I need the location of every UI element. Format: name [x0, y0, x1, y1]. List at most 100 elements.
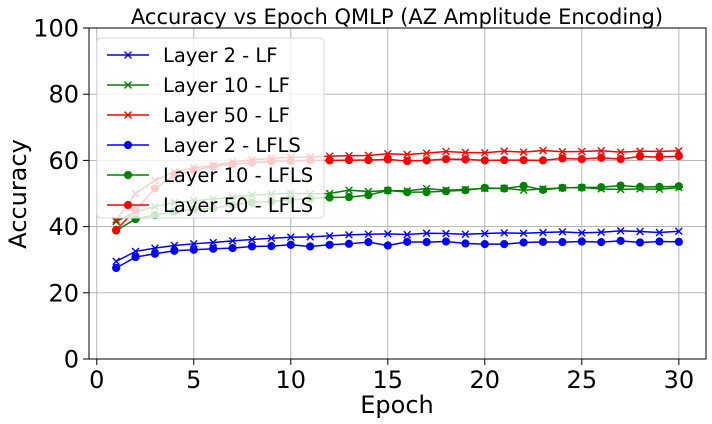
data-point-layer-2-lfls — [364, 238, 373, 247]
x-tick-label: 5 — [186, 366, 201, 394]
data-point-layer-2-lf — [674, 227, 683, 236]
data-point-layer-2-lfls — [577, 237, 586, 246]
data-point-layer-50-lfls — [519, 155, 528, 165]
data-point-layer-2-lfls — [209, 244, 218, 253]
data-point-layer-50-lf — [539, 146, 547, 155]
legend-swatch-marker — [124, 81, 132, 89]
legend-box — [96, 37, 325, 219]
data-point-layer-2-lf — [558, 228, 567, 236]
data-point-layer-2-lf — [364, 230, 373, 239]
data-point-layer-2-lf — [519, 229, 528, 238]
data-point-layer-2-lfls — [267, 242, 276, 251]
legend-swatch-marker — [123, 200, 133, 210]
data-point-layer-10-lf — [345, 186, 353, 195]
data-point-layer-50-lfls — [403, 156, 412, 166]
data-point-layer-50-lf — [461, 148, 470, 157]
data-point-layer-2-lfls — [344, 239, 354, 248]
data-point-layer-2-lfls — [519, 238, 528, 247]
chart-title: Accuracy vs Epoch QMLP (AZ Amplitude Enc… — [131, 5, 663, 29]
data-point-layer-50-lfls — [480, 156, 489, 165]
x-tick-label: 25 — [567, 366, 598, 394]
data-point-layer-10-lfls — [597, 183, 606, 192]
data-point-layer-10-lfls — [344, 193, 354, 202]
data-point-layer-2-lf — [345, 230, 353, 239]
y-tick-label: 40 — [48, 213, 79, 241]
legend-item-layer-10-lfls: Layer 10 - LFLS — [107, 164, 313, 187]
data-point-layer-2-lf — [539, 228, 547, 237]
legend: Layer 2 - LF Layer 10 - LF Layer 50 - LF La… — [96, 37, 325, 219]
x-tick-label: 15 — [373, 366, 404, 394]
data-point-layer-10-lfls — [422, 188, 431, 197]
data-point-layer-50-lf — [500, 147, 509, 156]
data-point-layer-50-lfls — [461, 155, 470, 164]
data-point-layer-50-lfls — [577, 154, 586, 164]
data-point-layer-50-lfls — [635, 152, 645, 161]
data-point-layer-50-lfls — [655, 152, 664, 162]
data-point-layer-2-lfls — [383, 241, 392, 250]
data-point-layer-10-lfls — [538, 185, 548, 194]
series-layer-2-lf — [112, 227, 683, 266]
data-point-layer-50-lf — [616, 148, 625, 157]
data-point-layer-2-lf — [597, 228, 606, 237]
data-point-layer-50-lfls — [364, 155, 373, 165]
x-tick-label: 20 — [470, 366, 501, 394]
data-point-layer-2-lfls — [616, 236, 625, 245]
data-point-layer-2-lfls — [635, 238, 645, 247]
data-point-layer-50-lfls — [597, 153, 606, 162]
data-point-layer-2-lfls — [228, 244, 237, 253]
data-point-layer-2-lf — [306, 232, 315, 241]
data-point-layer-50-lf — [558, 147, 567, 156]
data-point-layer-2-lfls — [422, 238, 431, 247]
data-point-layer-10-lfls — [364, 191, 373, 200]
data-point-layer-2-lf — [616, 227, 625, 235]
legend-label: Layer 2 - LFLS — [163, 134, 301, 157]
y-tick-label: 0 — [64, 346, 79, 374]
plot-frame — [88, 27, 707, 360]
data-point-layer-2-lfls — [150, 249, 160, 258]
legend-item-layer-10-lf: Layer 10 - LF — [107, 74, 290, 97]
data-point-layer-2-lf — [577, 228, 586, 237]
data-point-layer-50-lfls — [538, 156, 548, 165]
data-point-layer-2-lf — [228, 236, 237, 245]
data-point-layer-2-lf — [461, 230, 470, 239]
data-point-layer-50-lf — [597, 146, 606, 155]
data-point-layer-50-lfls — [674, 151, 683, 161]
data-point-layer-2-lf — [480, 229, 489, 238]
data-point-layer-2-lf — [248, 235, 256, 244]
data-point-layer-2-lf — [636, 227, 644, 236]
legend-swatch-marker — [124, 111, 132, 119]
series-layer-2-lfls — [112, 236, 683, 273]
data-point-layer-10-lfls — [616, 181, 625, 190]
data-point-layer-50-lfls — [558, 154, 567, 163]
data-point-layer-50-lfls — [112, 225, 121, 235]
data-point-layer-2-lf — [422, 229, 431, 238]
data-point-layer-10-lfls — [403, 188, 412, 197]
data-point-layer-2-lfls — [441, 237, 451, 246]
data-point-layer-50-lf — [422, 149, 431, 158]
data-point-layer-50-lf — [403, 150, 412, 159]
data-point-layer-10-lfls — [441, 187, 451, 196]
data-point-layer-50-lfls — [616, 154, 625, 164]
y-tick-label: 60 — [48, 147, 79, 175]
y-tick-label: 80 — [48, 81, 79, 109]
x-axis: 0 5 10 15 20 25 30 — [89, 359, 694, 394]
data-point-layer-10-lfls — [461, 186, 470, 195]
legend-label: Layer 10 - LF — [163, 74, 290, 97]
y-tick-label: 100 — [33, 15, 79, 43]
data-point-layer-2-lfls — [461, 239, 470, 248]
data-point-layer-2-lfls — [403, 237, 412, 246]
data-point-layer-2-lf — [267, 234, 276, 243]
data-point-layer-10-lfls — [635, 182, 645, 191]
data-point-layer-2-lfls — [538, 237, 548, 246]
data-point-layer-50-lf — [577, 147, 586, 156]
data-point-layer-2-lfls — [112, 263, 121, 273]
legend-label: Layer 50 - LF — [163, 104, 290, 127]
data-point-layer-2-lfls — [170, 246, 179, 255]
data-point-layer-10-lfls — [558, 183, 567, 192]
series-line-layer-2-lfls — [115, 240, 679, 269]
data-point-layer-2-lfls — [325, 240, 334, 249]
data-point-layer-50-lfls — [383, 155, 392, 164]
data-point-layer-2-lfls — [558, 238, 567, 247]
data-point-layer-2-lf — [500, 228, 509, 237]
